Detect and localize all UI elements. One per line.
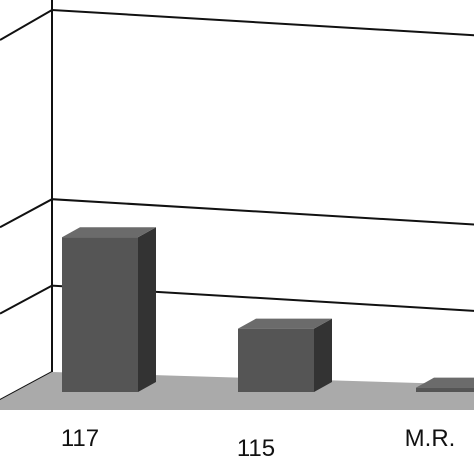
bar-front xyxy=(238,328,314,392)
bar-top xyxy=(416,377,474,388)
category-labels: 117 115 M.R. xyxy=(61,425,455,462)
gridline xyxy=(0,8,474,41)
gridlines xyxy=(0,8,474,315)
x-tick-label: M.R. xyxy=(405,425,456,452)
bar-front xyxy=(62,237,138,392)
bar-117 xyxy=(62,227,156,392)
gridline xyxy=(0,198,474,229)
bar-M.R. xyxy=(416,377,474,392)
chart-walls xyxy=(0,0,53,401)
bar-115 xyxy=(238,318,332,392)
gridline xyxy=(0,284,474,315)
x-tick-label: 117 xyxy=(61,425,99,452)
bar-top xyxy=(62,227,156,238)
bar-front xyxy=(416,387,474,392)
bar-side xyxy=(314,318,332,392)
bars xyxy=(62,227,474,392)
bar-side xyxy=(138,227,156,392)
bar-top xyxy=(238,318,332,329)
x-tick-label: 115 xyxy=(237,435,275,462)
